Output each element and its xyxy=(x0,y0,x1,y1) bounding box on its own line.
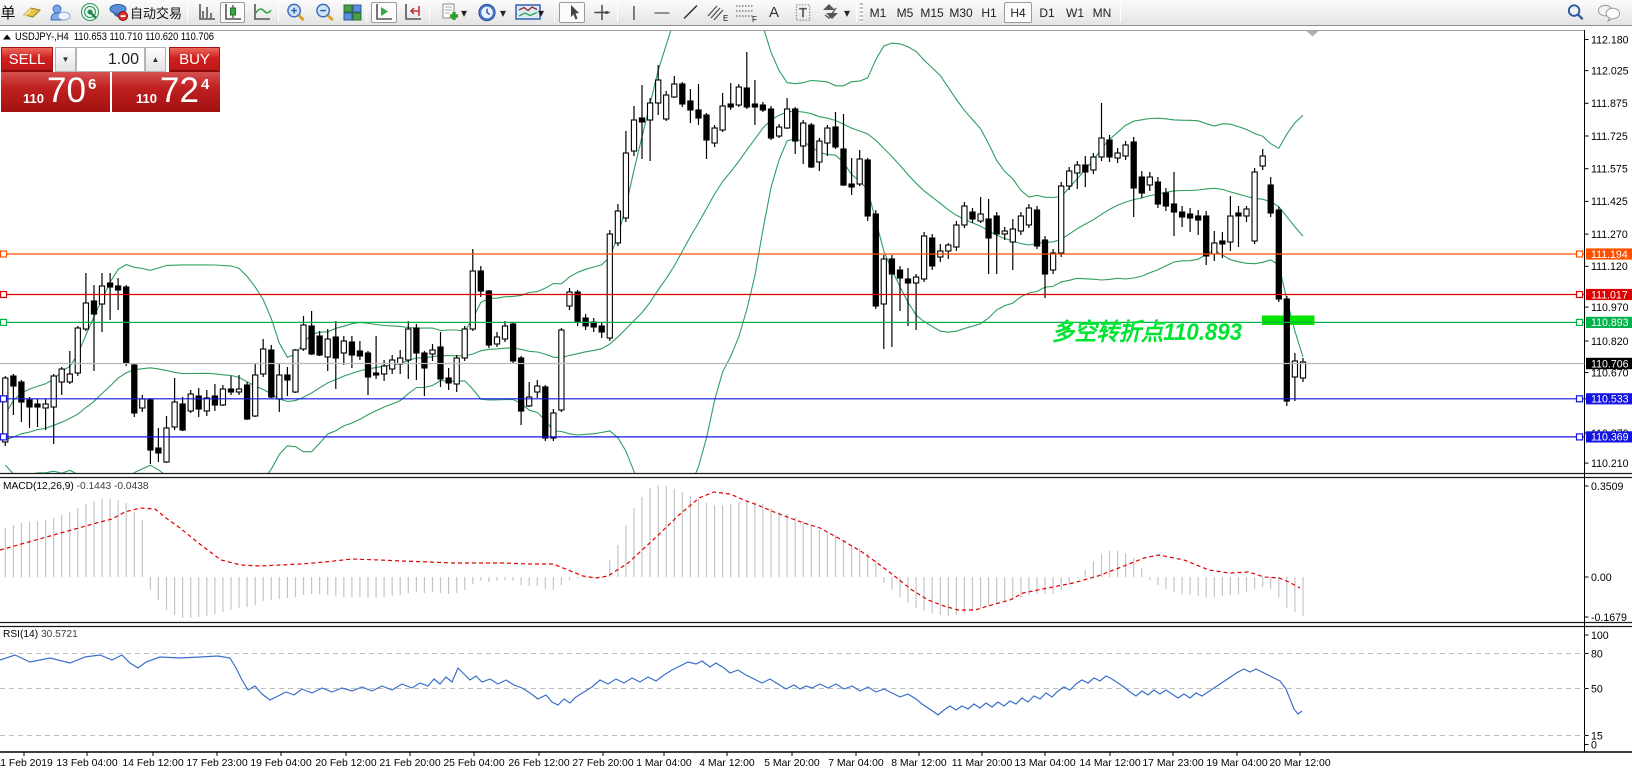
svg-text:20 Feb 12:00: 20 Feb 12:00 xyxy=(315,758,376,769)
svg-text:27 Feb 20:00: 27 Feb 20:00 xyxy=(572,758,633,769)
svg-text:MACD(12,26,9) -0.1443 -0.0438: MACD(12,26,9) -0.1443 -0.0438 xyxy=(3,481,149,492)
svg-text:112.180: 112.180 xyxy=(1591,34,1629,46)
svg-text:14 Feb 12:00: 14 Feb 12:00 xyxy=(122,758,183,769)
svg-text:20 Mar 12:00: 20 Mar 12:00 xyxy=(1269,758,1330,769)
svg-text:1 Mar 04:00: 1 Mar 04:00 xyxy=(636,758,692,769)
svg-text:110.893: 110.893 xyxy=(1591,317,1629,329)
svg-text:26 Feb 12:00: 26 Feb 12:00 xyxy=(508,758,569,769)
svg-text:F: F xyxy=(752,15,757,23)
svg-text:8 Mar 12:00: 8 Mar 12:00 xyxy=(891,758,947,769)
svg-text:110.210: 110.210 xyxy=(1591,458,1629,470)
svg-text:19 Feb 04:00: 19 Feb 04:00 xyxy=(250,758,311,769)
svg-text:111.017: 111.017 xyxy=(1591,289,1628,301)
svg-text:111.875: 111.875 xyxy=(1591,98,1628,110)
svg-text:11 Mar 20:00: 11 Mar 20:00 xyxy=(952,758,1013,769)
svg-text:0.00: 0.00 xyxy=(1591,572,1612,584)
svg-text:80: 80 xyxy=(1591,648,1603,660)
svg-text:110.670: 110.670 xyxy=(1591,367,1629,379)
svg-text:0.3509: 0.3509 xyxy=(1591,481,1624,493)
svg-text:RSI(14) 30.5721: RSI(14) 30.5721 xyxy=(3,629,78,640)
svg-text:50: 50 xyxy=(1591,683,1603,695)
svg-text:多空转折点110.893: 多空转折点110.893 xyxy=(1052,319,1243,346)
svg-text:5 Mar 20:00: 5 Mar 20:00 xyxy=(764,758,820,769)
svg-text:15: 15 xyxy=(1591,730,1603,742)
svg-text:13 Feb 04:00: 13 Feb 04:00 xyxy=(56,758,117,769)
svg-text:E: E xyxy=(723,14,728,23)
svg-text:11 Feb 2019: 11 Feb 2019 xyxy=(0,758,53,769)
svg-text:-0.1679: -0.1679 xyxy=(1591,612,1627,624)
svg-text:7 Mar 04:00: 7 Mar 04:00 xyxy=(828,758,884,769)
svg-text:110.369: 110.369 xyxy=(1591,432,1629,444)
svg-text:111.194: 111.194 xyxy=(1591,249,1628,261)
svg-text:110.970: 110.970 xyxy=(1591,302,1629,314)
svg-text:14 Mar 12:00: 14 Mar 12:00 xyxy=(1079,758,1140,769)
svg-text:25 Feb 04:00: 25 Feb 04:00 xyxy=(443,758,504,769)
svg-text:13 Mar 04:00: 13 Mar 04:00 xyxy=(1014,758,1075,769)
svg-text:111.575: 111.575 xyxy=(1591,164,1628,176)
svg-text:17 Mar 23:00: 17 Mar 23:00 xyxy=(1142,758,1203,769)
svg-text:USDJPY-,H4 110.653 110.710 11: USDJPY-,H4 110.653 110.710 110.620 110.7… xyxy=(15,31,214,43)
svg-text:0: 0 xyxy=(1591,739,1597,751)
svg-text:17 Feb 23:00: 17 Feb 23:00 xyxy=(186,758,247,769)
svg-text:110.706: 110.706 xyxy=(1591,358,1629,370)
svg-text:112.025: 112.025 xyxy=(1591,65,1629,77)
svg-text:111.120: 111.120 xyxy=(1591,261,1628,273)
svg-text:110.820: 110.820 xyxy=(1591,336,1629,348)
svg-text:100: 100 xyxy=(1591,630,1609,642)
svg-text:110.533: 110.533 xyxy=(1591,394,1629,406)
svg-text:21 Feb 20:00: 21 Feb 20:00 xyxy=(379,758,440,769)
svg-text:111.725: 111.725 xyxy=(1591,131,1628,143)
svg-text:19 Mar 04:00: 19 Mar 04:00 xyxy=(1206,758,1267,769)
svg-text:111.425: 111.425 xyxy=(1591,196,1628,208)
svg-text:4 Mar 12:00: 4 Mar 12:00 xyxy=(699,758,755,769)
svg-text:111.270: 111.270 xyxy=(1591,229,1628,241)
